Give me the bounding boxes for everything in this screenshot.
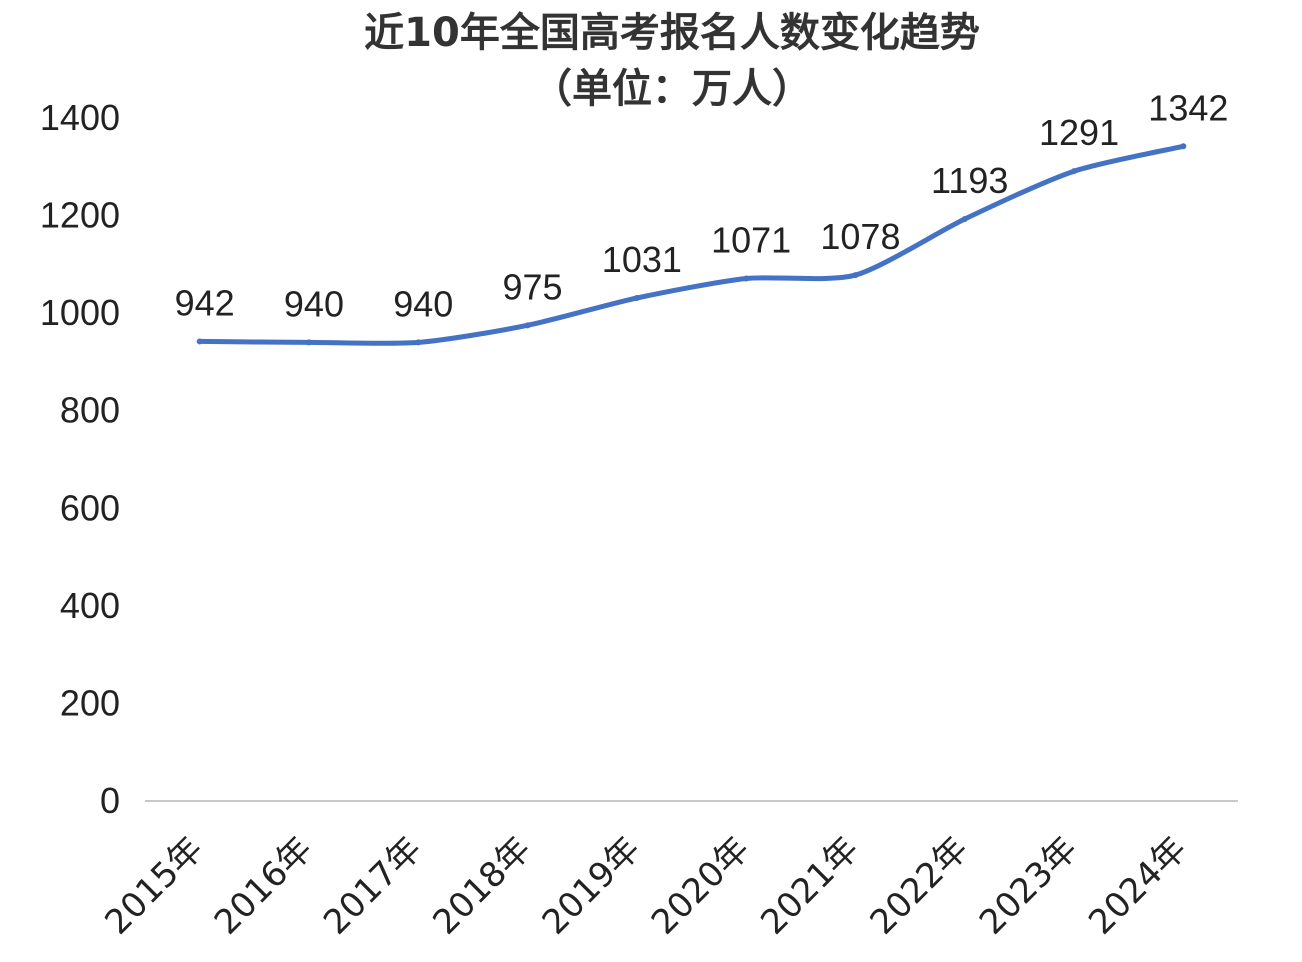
data-label: 1193	[931, 160, 1008, 201]
data-point	[852, 272, 859, 279]
x-tick-label: 2020年	[644, 829, 758, 943]
chart-title: 近10年全国高考报名人数变化趋势	[364, 10, 980, 56]
chart-subtitle: （单位：万人）	[532, 66, 812, 112]
y-tick-label: 1000	[40, 292, 120, 333]
y-tick-label: 1200	[40, 195, 120, 236]
data-point	[196, 338, 203, 345]
data-label: 940	[393, 283, 453, 324]
x-tick-label: 2018年	[425, 829, 539, 943]
data-labels: 942 940 940 975 1031 1071 1078 1193 1291 1342	[175, 87, 1228, 346]
data-label: 1291	[1039, 112, 1119, 153]
data-point	[524, 322, 531, 329]
y-tick-label: 800	[60, 390, 120, 431]
series-line	[197, 143, 1186, 346]
x-axis-ticks: 2015年2016年2017年2018年2019年2020年2021年2022年…	[98, 829, 1195, 943]
x-tick-label: 2017年	[316, 829, 430, 943]
data-label: 1031	[602, 239, 682, 280]
data-point	[305, 339, 312, 346]
data-point	[415, 339, 422, 346]
data-label: 942	[175, 282, 235, 323]
x-tick-label: 2023年	[972, 829, 1086, 943]
data-label: 1078	[820, 216, 900, 257]
y-tick-label: 1400	[40, 97, 120, 138]
x-tick-label: 2022年	[863, 829, 977, 943]
y-tick-label: 0	[100, 780, 120, 821]
y-axis-ticks: 0 200 400 600 800 1000 1200 1400	[40, 97, 120, 821]
data-label: 940	[284, 283, 344, 324]
x-tick-label: 2024年	[1081, 829, 1195, 943]
data-label: 975	[503, 266, 563, 307]
data-point	[743, 275, 750, 282]
data-point	[633, 295, 640, 302]
data-point	[1180, 143, 1187, 150]
data-point	[961, 215, 968, 222]
x-tick-label: 2015年	[98, 829, 212, 943]
data-label: 1071	[711, 220, 791, 261]
x-tick-label: 2016年	[207, 829, 321, 943]
data-point	[1071, 168, 1078, 175]
y-tick-label: 400	[60, 585, 120, 626]
y-tick-label: 600	[60, 487, 120, 528]
y-tick-label: 200	[60, 682, 120, 723]
data-label: 1342	[1148, 87, 1228, 128]
x-tick-label: 2019年	[535, 829, 649, 943]
x-tick-label: 2021年	[753, 829, 867, 943]
